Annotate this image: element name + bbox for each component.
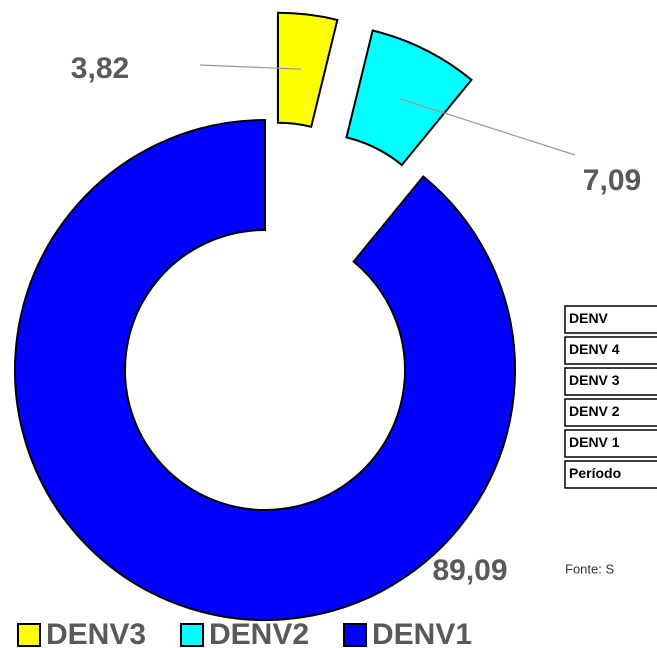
legend-label: DENV2 [209,618,309,648]
table-cell [564,398,657,427]
table-cell [564,429,657,458]
data-label: 3,82 [71,52,129,85]
table-cell-text: DENV [569,310,609,326]
leader-line [400,98,576,156]
legend-swatch [343,623,367,647]
legend-label: DENV3 [46,618,146,648]
table-cell-text: DENV 3 [569,372,620,388]
table-cell [564,367,657,396]
source-note: Fonte: S [565,561,614,576]
slice [13,118,516,621]
slice [276,11,339,128]
slice [345,29,473,167]
legend-label: DENV1 [372,618,472,648]
legend-swatch [180,623,204,647]
table-cell-text: DENV 4 [569,341,620,357]
legend-swatch [17,623,41,647]
table-cell [564,336,657,365]
data-label: 7,09 [583,164,641,197]
table-cell [564,305,657,334]
table-cell-text: DENV 1 [569,434,620,450]
leader-line [199,64,302,70]
table-cell [564,460,657,489]
table-cell-text: DENV 2 [569,403,620,419]
table-cell-text: Período [569,465,621,481]
data-label: 89,09 [432,554,507,587]
